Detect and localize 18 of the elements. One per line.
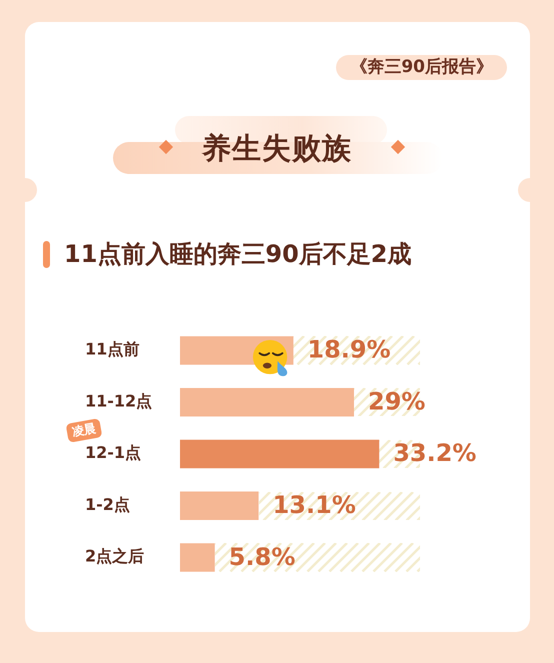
text: 《奔三90后报告》 — [336, 55, 507, 80]
data-label: 33.2% — [393, 439, 476, 468]
data-label: 29% — [368, 387, 426, 416]
y-tick-label: 12-1点 — [85, 443, 142, 462]
y-tick-label: 1-2点 — [85, 494, 130, 514]
chart-title: 养生失败族 — [200, 130, 353, 167]
data-label: 5.8% — [228, 542, 296, 571]
bar — [180, 440, 380, 468]
text: 凌晨 — [66, 418, 102, 443]
bar — [180, 543, 215, 572]
y-tick-label: 11-12点 — [85, 391, 152, 410]
chart-subtitle: 11点前入睡的奔三90后不足2成 — [64, 239, 412, 270]
bar — [180, 492, 259, 520]
data-label: 18.9% — [307, 336, 391, 364]
y-tick-label: 11点前 — [85, 340, 140, 359]
y-tick-label: 2点之后 — [85, 546, 144, 566]
data-label: 13.1% — [272, 490, 356, 519]
bar — [180, 388, 354, 416]
